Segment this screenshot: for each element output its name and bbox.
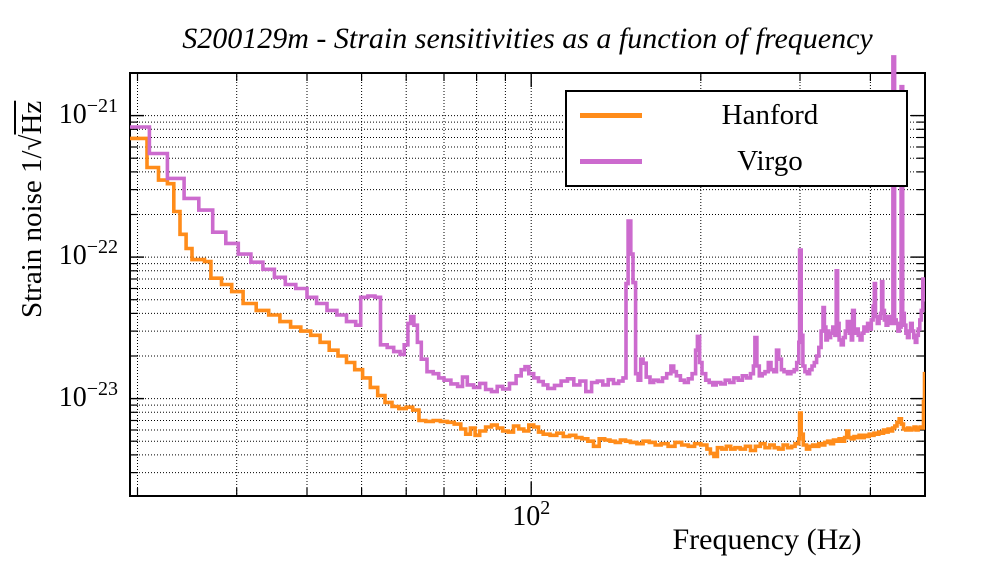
x-tick-label-exponent: 2 <box>540 497 551 519</box>
y-tick-label: 10−22 <box>28 236 118 275</box>
legend-label-virgo: Virgo <box>737 145 803 178</box>
y-tick-label-exponent: −22 <box>86 236 118 259</box>
legend-entry-hanford: Hanford <box>567 92 906 139</box>
x-tick-label-base: 10 <box>512 501 541 532</box>
y-tick-label-exponent: −21 <box>86 94 118 117</box>
y-tick-label-base: 10 <box>58 381 87 413</box>
legend-entry-virgo: Virgo <box>567 139 906 186</box>
hanford-line-sample <box>580 112 642 118</box>
y-tick-label-base: 10 <box>58 98 87 130</box>
x-tick-label: 102 <box>486 497 576 533</box>
sqrt-symbol: √ <box>16 134 48 151</box>
legend-box: Hanford Virgo <box>565 90 908 187</box>
y-axis-title-text: Strain noise 1/ <box>16 150 48 318</box>
virgo-line-sample <box>580 159 642 165</box>
virgo-curve <box>130 55 925 394</box>
chart-title: S200129m - Strain sensitivities as a fun… <box>182 22 873 55</box>
y-tick-label: 10−23 <box>28 377 118 417</box>
hanford-curve <box>130 136 925 459</box>
x-axis-title: Frequency (Hz) <box>672 523 862 556</box>
y-tick-label: 10−21 <box>28 94 118 134</box>
y-tick-label-exponent: −23 <box>86 377 118 400</box>
legend-label-hanford: Hanford <box>721 98 819 131</box>
y-tick-label-base: 10 <box>58 240 87 272</box>
